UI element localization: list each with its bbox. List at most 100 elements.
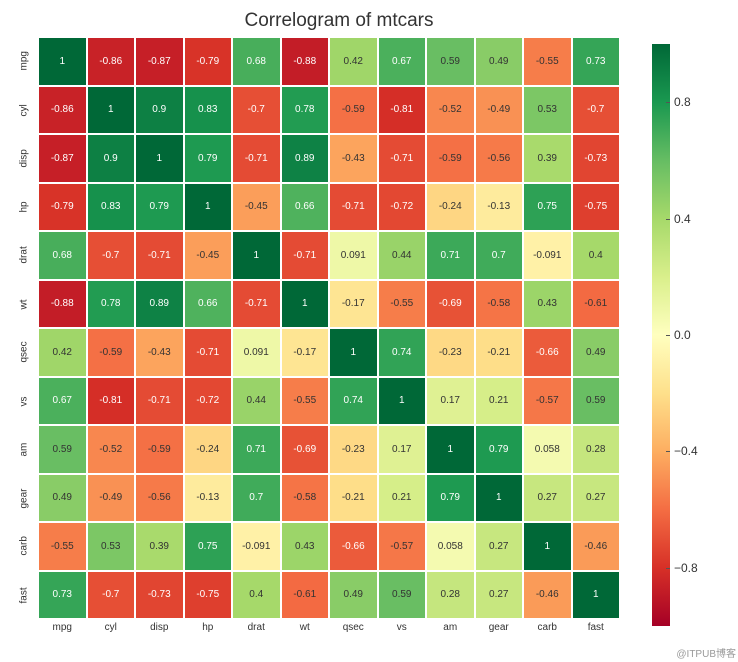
heatmap-cell: -0.87 [135, 37, 184, 86]
heatmap-cell: 0.75 [523, 183, 572, 232]
heatmap-cell: -0.87 [38, 134, 87, 183]
heatmap-cell: 0.42 [38, 328, 87, 377]
heatmap-cell: 1 [184, 183, 233, 232]
heatmap-cell: 0.71 [426, 231, 475, 280]
heatmap-cell: -0.86 [87, 37, 136, 86]
heatmap-cell: 0.21 [378, 474, 427, 523]
heatmap-cell: -0.88 [38, 280, 87, 329]
heatmap-cell: 1 [475, 474, 524, 523]
heatmap-cell: 0.66 [184, 280, 233, 329]
heatmap-cell: -0.73 [135, 571, 184, 620]
heatmap-cell: 0.59 [378, 571, 427, 620]
heatmap-cell: 0.44 [232, 377, 281, 426]
heatmap-cell: 0.74 [329, 377, 378, 426]
heatmap-cell: -0.72 [184, 377, 233, 426]
heatmap-cell: -0.17 [281, 328, 330, 377]
heatmap-cell: 0.73 [38, 571, 87, 620]
y-label: am [10, 425, 38, 474]
heatmap-cell: 0.7 [232, 474, 281, 523]
heatmap-cell: -0.55 [38, 522, 87, 571]
colorbar-tickmark [666, 102, 670, 103]
heatmap-cell: 0.59 [38, 425, 87, 474]
heatmap-cell: 0.058 [523, 425, 572, 474]
heatmap-cell: -0.71 [378, 134, 427, 183]
heatmap-cell: -0.55 [281, 377, 330, 426]
x-label: hp [184, 622, 233, 633]
x-label: am [426, 622, 475, 633]
heatmap-cell: 0.27 [475, 571, 524, 620]
y-label: cyl [10, 86, 38, 135]
heatmap-cell: 1 [87, 86, 136, 135]
x-label: vs [378, 622, 427, 633]
heatmap-cell: 1 [572, 571, 621, 620]
heatmap-cell: -0.59 [135, 425, 184, 474]
heatmap-cell: 0.17 [378, 425, 427, 474]
heatmap-cell: 0.49 [38, 474, 87, 523]
heatmap-cell: 0.66 [281, 183, 330, 232]
y-label: mpg [10, 37, 38, 86]
heatmap-cell: 0.4 [572, 231, 621, 280]
colorbar-tickmark [666, 335, 670, 336]
heatmap-cell: -0.59 [426, 134, 475, 183]
heatmap-cell: 0.59 [572, 377, 621, 426]
heatmap-cell: 0.27 [572, 474, 621, 523]
heatmap-cell: -0.46 [572, 522, 621, 571]
correlogram-chart: Correlogram of mtcars mpgcyldisphpdratwt… [10, 10, 728, 652]
watermark: @ITPUB博客 [676, 645, 736, 660]
heatmap-cell: -0.23 [329, 425, 378, 474]
heatmap-cell: 0.43 [523, 280, 572, 329]
heatmap-cell: 0.79 [135, 183, 184, 232]
heatmap-cell: 0.43 [281, 522, 330, 571]
heatmap-cell: -0.58 [475, 280, 524, 329]
heatmap-cell: -0.46 [523, 571, 572, 620]
heatmap-cell: -0.71 [281, 231, 330, 280]
x-axis-labels: mpgcyldisphpdratwtqsecvsamgearcarbfast [38, 622, 728, 633]
x-label: fast [572, 622, 621, 633]
heatmap-cell: 0.42 [329, 37, 378, 86]
heatmap-cell: 1 [232, 231, 281, 280]
heatmap-cell: -0.56 [135, 474, 184, 523]
heatmap-cell: 0.28 [572, 425, 621, 474]
heatmap-cell: 1 [378, 377, 427, 426]
y-axis-labels: mpgcyldisphpdratwtqsecvsamgearcarbfast [10, 37, 38, 619]
heatmap-cell: -0.45 [184, 231, 233, 280]
heatmap-cell: 0.4 [232, 571, 281, 620]
heatmap-cell: -0.21 [329, 474, 378, 523]
colorbar-tick-label: 0.8 [674, 95, 691, 109]
heatmap-area: mpgcyldisphpdratwtqsecvsamgearcarbfast 1… [10, 37, 728, 619]
heatmap-cell: -0.81 [378, 86, 427, 135]
heatmap-cell: 0.74 [378, 328, 427, 377]
x-label: disp [135, 622, 184, 633]
heatmap-cell: -0.71 [184, 328, 233, 377]
heatmap-cell: 0.89 [135, 280, 184, 329]
heatmap-cell: 0.27 [475, 522, 524, 571]
heatmap-cell: -0.71 [232, 280, 281, 329]
heatmap-cell: -0.21 [475, 328, 524, 377]
heatmap-cell: 0.44 [378, 231, 427, 280]
heatmap-cell: 0.53 [87, 522, 136, 571]
heatmap-cell: 0.68 [38, 231, 87, 280]
chart-title: Correlogram of mtcars [0, 10, 728, 32]
heatmap-cell: 1 [426, 425, 475, 474]
heatmap-cell: -0.71 [232, 134, 281, 183]
colorbar-tick-label: −0.8 [674, 561, 698, 575]
heatmap-cell: -0.091 [523, 231, 572, 280]
heatmap-cell: 0.17 [426, 377, 475, 426]
heatmap-cell: -0.66 [329, 522, 378, 571]
heatmap-cell: -0.55 [378, 280, 427, 329]
heatmap-cell: -0.56 [475, 134, 524, 183]
y-label: qsec [10, 328, 38, 377]
heatmap-cell: -0.71 [135, 377, 184, 426]
heatmap-cell: -0.73 [572, 134, 621, 183]
colorbar-ticks: 0.80.40.0−0.4−0.8 [670, 44, 710, 626]
heatmap-cell: -0.81 [87, 377, 136, 426]
heatmap-cell: -0.69 [281, 425, 330, 474]
heatmap-cell: -0.88 [281, 37, 330, 86]
heatmap-cell: -0.49 [87, 474, 136, 523]
heatmap-cell: -0.71 [329, 183, 378, 232]
heatmap-cell: 0.71 [232, 425, 281, 474]
heatmap-cell: -0.091 [232, 522, 281, 571]
y-label: carb [10, 522, 38, 571]
y-label: fast [10, 571, 38, 620]
colorbar-tickmark [666, 568, 670, 569]
